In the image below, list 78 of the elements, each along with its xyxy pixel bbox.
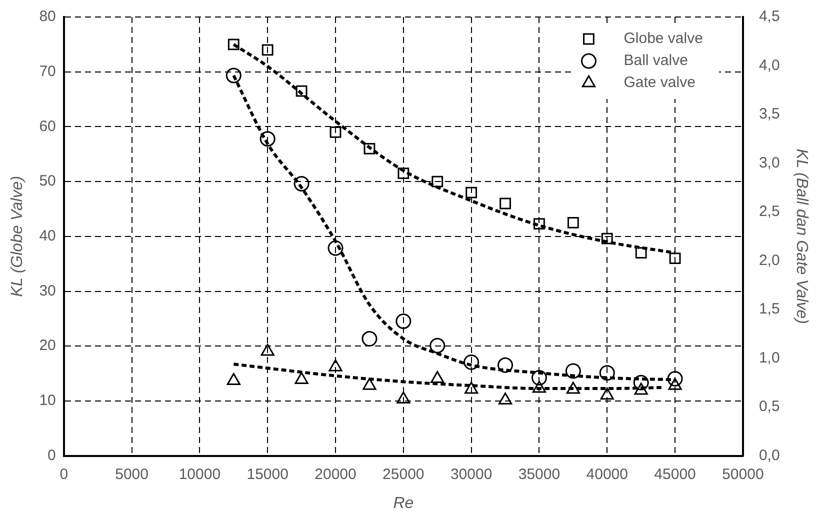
- legend-label: Globe valve: [624, 30, 703, 48]
- legend-label: Ball valve: [624, 52, 688, 70]
- point: [226, 372, 240, 385]
- point: [567, 216, 579, 228]
- y2-axis-title: KL (Ball dan Gate Valve): [792, 148, 810, 324]
- point: [430, 338, 446, 354]
- point: [634, 382, 648, 395]
- point: [464, 354, 480, 370]
- y-tick-label: 60: [39, 118, 56, 135]
- point: [328, 359, 342, 372]
- y2-tick-label: 0,5: [758, 398, 780, 416]
- point: [396, 313, 412, 329]
- point: [330, 126, 342, 138]
- point: [294, 176, 310, 192]
- point: [362, 331, 378, 347]
- x-tick-label: 0: [60, 466, 68, 483]
- x-tick-label: 20000: [314, 466, 356, 483]
- x-tick-label: 35000: [518, 466, 560, 483]
- point: [430, 371, 444, 384]
- y2-tick-label: 1,0: [758, 349, 780, 366]
- point: [328, 240, 344, 256]
- y2-tick-label: 4,5: [758, 8, 780, 26]
- point: [669, 252, 681, 264]
- point: [565, 363, 581, 379]
- point: [633, 374, 649, 390]
- point: [432, 176, 444, 188]
- point: [260, 131, 276, 147]
- y-tick-label: 20: [39, 337, 56, 354]
- point: [599, 365, 615, 381]
- point: [500, 198, 511, 210]
- x-tick-label: 45000: [654, 466, 696, 483]
- point: [532, 380, 546, 393]
- y-tick-label: 80: [39, 8, 56, 26]
- y-tick-label: 70: [39, 62, 56, 80]
- x-tick-label: 15000: [246, 466, 288, 483]
- y-axis-title: KL (Globe Valve): [9, 176, 26, 297]
- point: [364, 142, 376, 154]
- point: [534, 218, 545, 230]
- y2-tick-label: 4,0: [758, 56, 780, 74]
- x-tick-label: 50000: [722, 466, 764, 483]
- point: [396, 391, 410, 404]
- y2-tick-label: 0,0: [758, 446, 780, 464]
- point: [294, 372, 308, 384]
- x-axis-title: Re: [393, 494, 414, 512]
- point: [601, 232, 613, 244]
- point: [531, 370, 547, 386]
- point: [260, 344, 274, 356]
- y-tick-label: 10: [39, 392, 56, 410]
- x-tick-label: 25000: [382, 466, 424, 483]
- point: [398, 168, 410, 180]
- point: [566, 382, 580, 394]
- point: [228, 38, 240, 50]
- y2-tick-label: 2,0: [758, 252, 780, 269]
- point: [296, 85, 308, 97]
- point: [667, 371, 683, 387]
- point: [362, 378, 376, 390]
- point: [498, 392, 512, 404]
- legend-label: Gate valve: [624, 74, 696, 92]
- point: [262, 44, 274, 56]
- point: [464, 382, 478, 394]
- y-tick-label: 40: [39, 228, 56, 245]
- point: [226, 68, 242, 84]
- x-tick-label: 40000: [586, 466, 628, 483]
- point: [635, 247, 647, 259]
- y2-tick-label: 3,0: [758, 154, 780, 172]
- y2-tick-label: 2,5: [758, 203, 780, 220]
- y-tick-label: 0: [48, 446, 56, 464]
- y-tick-label: 50: [39, 172, 56, 190]
- x-tick-label: 10000: [178, 466, 221, 483]
- point: [466, 186, 478, 198]
- y2-tick-label: 3,5: [758, 106, 780, 123]
- point: [668, 378, 682, 390]
- point: [600, 388, 614, 400]
- point: [498, 357, 514, 373]
- x-tick-label: 5000: [115, 466, 148, 483]
- y2-tick-label: 1,5: [758, 300, 780, 318]
- y-tick-label: 30: [39, 282, 56, 300]
- x-tick-label: 30000: [450, 466, 492, 483]
